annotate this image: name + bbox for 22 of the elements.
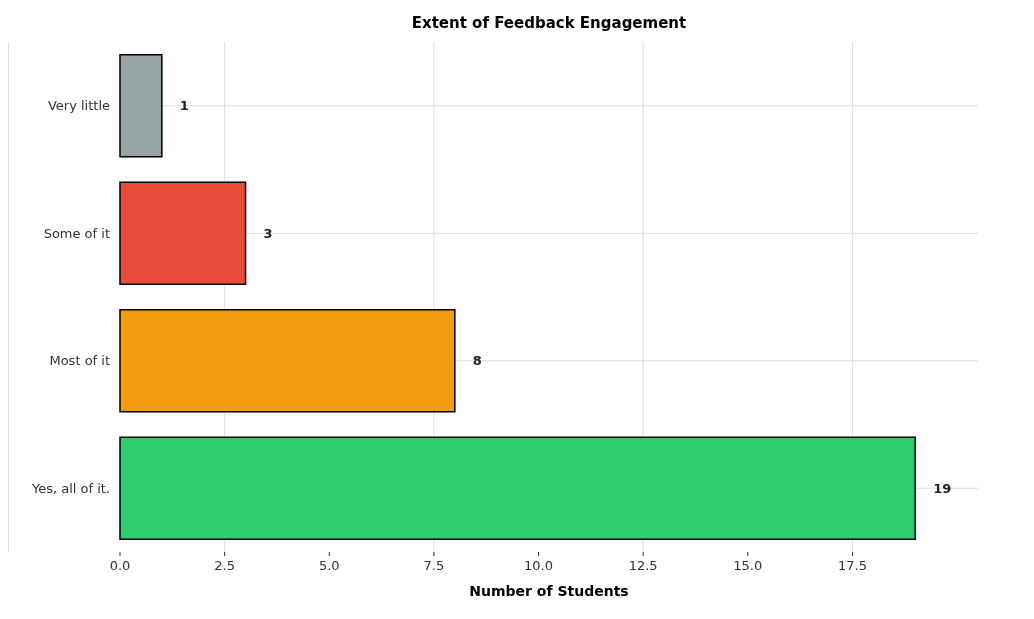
x-tick-label: 10.0 <box>524 558 554 573</box>
x-axis-title: Number of Students <box>469 583 629 599</box>
y-tick-label: Very little <box>47 98 110 114</box>
x-tick-label: 12.5 <box>628 558 658 573</box>
data-label: 3 <box>263 225 273 241</box>
bar <box>119 181 247 285</box>
bar <box>119 436 916 540</box>
bar <box>119 309 456 413</box>
x-tick-label: 7.5 <box>423 558 445 573</box>
x-tick-label: 0.0 <box>109 558 131 573</box>
data-label: 19 <box>933 480 952 496</box>
data-label: 1 <box>179 98 189 114</box>
y-tick-label: Some of it <box>43 225 110 241</box>
data-label: 8 <box>472 353 482 369</box>
y-tick-label: Most of it <box>49 353 110 369</box>
x-tick-label: 5.0 <box>318 558 340 573</box>
x-tick-label: 17.5 <box>837 558 867 573</box>
x-tick-label: 2.5 <box>214 558 235 573</box>
chart-title: Extent of Feedback Engagement <box>411 14 687 32</box>
x-tick-label: 15.0 <box>733 558 763 573</box>
bar <box>119 54 163 158</box>
y-tick-label: Yes, all of it. <box>30 480 110 496</box>
